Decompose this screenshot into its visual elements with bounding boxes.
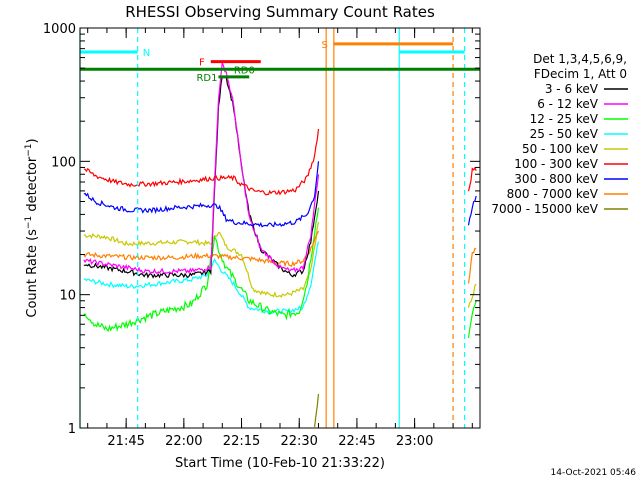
y-axis-label-main: Count Rate (s xyxy=(25,229,40,318)
axis-layer: 21:45 22:00 22:15 22:30 22:45 23:00 1 10 100 1000 xyxy=(43,22,480,449)
tail-segment-1 xyxy=(467,195,477,226)
legend-label-3: 25 - 50 keV xyxy=(530,127,599,141)
footer-timestamp: 14-Oct-2021 05:46 xyxy=(551,468,637,478)
chart-title: RHESSI Observing Summary Count Rates xyxy=(125,3,435,21)
y-axis-label-end: ) xyxy=(25,138,40,143)
legend-header-0: Det 1,3,4,5,6,9, xyxy=(533,52,627,66)
flag-label-2: F xyxy=(199,58,205,69)
flag-label-4: RD1 xyxy=(196,73,217,84)
y-axis-label-mid: detector xyxy=(25,156,40,216)
flag-layer: N S F RD0 RD1 xyxy=(80,40,480,84)
flag-label-0: N xyxy=(143,48,150,59)
x-tick-label-1: 22:00 xyxy=(165,434,202,449)
y-tick-label-1: 10 xyxy=(59,289,76,304)
x-tick-label-0: 21:45 xyxy=(107,434,144,449)
tail-segment-3 xyxy=(467,283,477,308)
x-tick-label-2: 22:15 xyxy=(223,434,260,449)
tail-segment-4 xyxy=(467,300,477,338)
legend-label-0: 3 - 6 keV xyxy=(545,82,599,96)
y-axis-label-sup1: −1 xyxy=(24,216,34,229)
legend: Det 1,3,4,5,6,9,FDecim 1, Att 03 - 6 keV… xyxy=(491,52,628,216)
legend-label-5: 100 - 300 keV xyxy=(514,157,598,171)
series-line-2 xyxy=(83,207,320,333)
y-axis-label: Count Rate (s−1 detector−1) xyxy=(24,138,40,317)
y-tick-label-3: 1000 xyxy=(43,22,76,37)
y-axis-label-sup2: −1 xyxy=(24,143,34,156)
y-tick-label-2: 100 xyxy=(51,155,76,170)
x-tick-label-3: 22:30 xyxy=(280,434,317,449)
series-line-1 xyxy=(83,62,320,275)
flag-label-3: RD0 xyxy=(234,65,255,76)
tail-segment-0 xyxy=(467,166,477,192)
legend-label-6: 300 - 800 keV xyxy=(514,172,598,186)
legend-label-8: 7000 - 15000 keV xyxy=(491,202,598,216)
legend-label-7: 800 - 7000 keV xyxy=(507,187,599,201)
x-axis-label: Start Time (10-Feb-10 21:33:22) xyxy=(175,456,385,471)
legend-label-1: 6 - 12 keV xyxy=(537,97,599,111)
series-line-6 xyxy=(83,161,320,228)
flag-label-1: S xyxy=(321,40,327,51)
x-tick-label-5: 23:00 xyxy=(396,434,433,449)
series-line-4 xyxy=(83,221,320,298)
series-line-7 xyxy=(83,230,320,268)
legend-label-4: 50 - 100 keV xyxy=(522,142,599,156)
tail-segment-2 xyxy=(467,247,477,284)
legend-label-2: 12 - 25 keV xyxy=(530,112,599,126)
y-tick-label-0: 1 xyxy=(68,422,76,437)
legend-header-1: FDecim 1, Att 0 xyxy=(534,67,627,81)
series-layer xyxy=(83,62,477,428)
x-tick-label-4: 22:45 xyxy=(338,434,375,449)
series-line-5 xyxy=(83,128,320,196)
series-line-8 xyxy=(314,393,320,428)
